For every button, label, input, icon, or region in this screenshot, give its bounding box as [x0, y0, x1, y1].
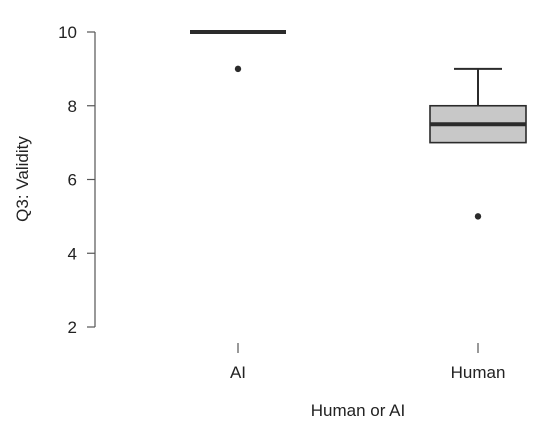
- boxes-layer: [190, 30, 527, 220]
- y-tick-label: 10: [58, 23, 77, 42]
- y-axis-label: Q3: Validity: [13, 136, 32, 222]
- outlier-point: [234, 65, 242, 73]
- axes-layer: 2 4 6 8 10 AI Human: [58, 23, 505, 382]
- y-tick-label: 8: [68, 97, 77, 116]
- y-tick-label: 2: [68, 318, 77, 337]
- x-tick-label: Human: [451, 363, 506, 382]
- y-tick-label: 4: [68, 244, 77, 263]
- x-tick-label: AI: [230, 363, 246, 382]
- box-group-ai: [190, 30, 286, 73]
- y-tick-label: 6: [68, 171, 77, 190]
- outlier-point: [474, 213, 482, 220]
- box-group-human: [429, 67, 527, 220]
- x-axis-label: Human or AI: [311, 401, 406, 420]
